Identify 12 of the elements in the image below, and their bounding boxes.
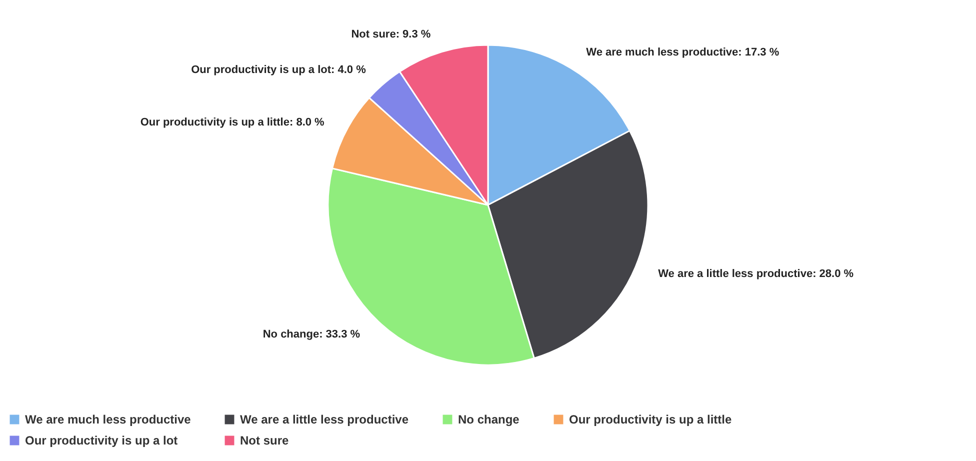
category-label: Not sure: 9.3 % [351,28,431,41]
category-label: Our productivity is up a lot: 4.0 % [191,64,366,76]
legend-label: Our productivity is up a lot [25,434,178,448]
legend-label: We are a little less productive [240,412,409,427]
legend-label: We are much less productive [25,412,192,427]
category-label: Our productivity is up a little: 8.0 % [140,116,324,128]
category-label: We are much less productive: 17.3 % [586,46,780,59]
category-label: No change: 33.3 % [262,328,360,341]
category-label: We are a little less productive: 28.0 % [658,268,854,280]
legend-label: Our productivity is up a little [569,412,732,427]
legend-label: No change [458,412,520,427]
legend-label: Not sure [240,434,289,448]
